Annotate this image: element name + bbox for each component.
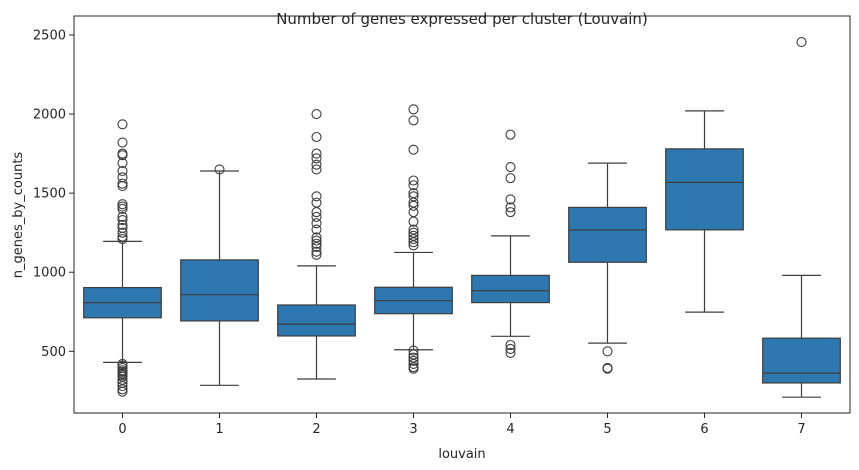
outlier-point bbox=[408, 216, 419, 227]
chart-title: Number of genes expressed per cluster (L… bbox=[276, 10, 648, 28]
outlier-point bbox=[408, 180, 419, 191]
plot-area bbox=[83, 37, 841, 398]
box-iqr bbox=[180, 259, 259, 322]
outlier-point bbox=[408, 233, 419, 245]
outlier-point bbox=[505, 202, 516, 213]
box-iqr bbox=[471, 274, 550, 304]
plot-frame bbox=[73, 15, 851, 414]
outlier-point bbox=[505, 207, 516, 218]
box-group-4 bbox=[471, 129, 550, 358]
outlier-point bbox=[408, 175, 419, 186]
x-tick-label: 7 bbox=[797, 422, 805, 437]
box-iqr bbox=[568, 206, 647, 263]
outlier-point bbox=[117, 384, 128, 395]
box-group-1 bbox=[180, 164, 259, 386]
outlier-point bbox=[117, 227, 128, 238]
outlier-point bbox=[311, 109, 322, 120]
box-iqr bbox=[277, 304, 356, 337]
outlier-point bbox=[117, 211, 128, 222]
outlier-point bbox=[408, 144, 419, 155]
x-tick-label: 0 bbox=[118, 422, 126, 437]
x-tick-label: 6 bbox=[700, 422, 708, 437]
outlier-point bbox=[311, 211, 322, 222]
outlier-point bbox=[117, 119, 128, 130]
outlier-point bbox=[117, 203, 128, 215]
outlier-point bbox=[117, 201, 128, 212]
outlier-point bbox=[505, 161, 516, 173]
outlier-point bbox=[117, 231, 128, 242]
outlier-point bbox=[311, 131, 322, 143]
outlier-point bbox=[214, 164, 225, 175]
outlier-point bbox=[311, 218, 322, 229]
outlier-point bbox=[505, 129, 516, 140]
y-axis-label: n_genes_by_counts bbox=[11, 152, 26, 279]
x-tick-label: 5 bbox=[603, 422, 611, 437]
outlier-point bbox=[408, 237, 419, 248]
box-group-2 bbox=[277, 109, 356, 380]
outlier-point bbox=[117, 180, 128, 192]
x-tick-label: 2 bbox=[312, 422, 320, 437]
outlier-point bbox=[311, 197, 322, 208]
outlier-point bbox=[505, 173, 516, 184]
outlier-point bbox=[408, 363, 419, 374]
outlier-point bbox=[117, 165, 128, 177]
outlier-point bbox=[117, 158, 128, 169]
x-tick-label: 4 bbox=[506, 422, 514, 437]
y-tick-label: 2500 bbox=[33, 28, 66, 43]
x-tick-label: 3 bbox=[409, 422, 417, 437]
box-group-5 bbox=[568, 162, 647, 374]
y-axis: 500 1000 1500 2000 2500 bbox=[33, 28, 74, 360]
outlier-point bbox=[311, 241, 322, 252]
y-tick-label: 2000 bbox=[33, 108, 66, 123]
outlier-point bbox=[311, 235, 322, 246]
outlier-point bbox=[408, 104, 419, 115]
outlier-point bbox=[117, 219, 128, 230]
box-group-3 bbox=[374, 104, 453, 374]
x-axis: 0 1 2 3 4 5 6 7 bbox=[118, 413, 806, 437]
box-group-6 bbox=[665, 110, 744, 313]
outlier-point bbox=[311, 153, 322, 164]
outlier-point bbox=[117, 386, 128, 397]
outlier-point bbox=[311, 191, 322, 202]
outlier-point bbox=[311, 159, 322, 170]
outlier-point bbox=[408, 115, 419, 126]
outlier-point bbox=[117, 214, 128, 226]
outlier-point bbox=[117, 137, 128, 148]
outlier-point bbox=[408, 200, 419, 211]
outlier-point bbox=[117, 199, 128, 210]
outlier-point bbox=[602, 346, 613, 357]
y-tick-label: 1500 bbox=[33, 187, 66, 202]
x-axis-label: louvain bbox=[438, 447, 485, 462]
box-iqr bbox=[665, 148, 744, 231]
outlier-point bbox=[117, 381, 128, 392]
x-tick-label: 1 bbox=[215, 422, 223, 437]
outlier-point bbox=[117, 233, 128, 245]
outlier-point bbox=[311, 224, 322, 235]
outlier-point bbox=[408, 358, 419, 370]
outlier-point bbox=[311, 238, 322, 249]
outlier-point bbox=[311, 246, 322, 257]
box-group-7 bbox=[762, 37, 841, 398]
box-iqr bbox=[762, 337, 841, 384]
outlier-point bbox=[505, 347, 516, 358]
outlier-point bbox=[602, 363, 613, 374]
outlier-point bbox=[796, 37, 807, 48]
outlier-point bbox=[408, 207, 419, 218]
outlier-point bbox=[311, 249, 322, 260]
outlier-point bbox=[408, 345, 419, 356]
outlier-point bbox=[311, 207, 322, 218]
outlier-point bbox=[505, 343, 516, 354]
outlier-point bbox=[311, 164, 322, 175]
outlier-point bbox=[505, 194, 516, 205]
box-group-0 bbox=[83, 119, 162, 397]
outlier-point bbox=[311, 148, 322, 159]
outlier-point bbox=[117, 150, 128, 161]
y-tick-label: 1000 bbox=[33, 266, 66, 281]
outlier-point bbox=[408, 355, 419, 366]
outlier-point bbox=[505, 339, 516, 351]
outlier-point bbox=[408, 240, 419, 251]
y-tick-label: 500 bbox=[41, 345, 66, 360]
outlier-point bbox=[117, 178, 128, 189]
